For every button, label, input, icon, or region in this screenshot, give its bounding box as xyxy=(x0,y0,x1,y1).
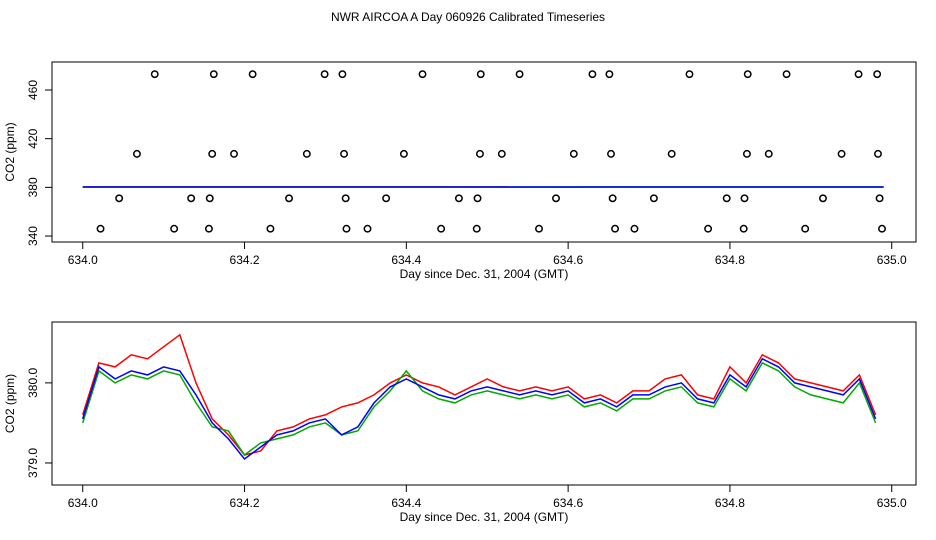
x-axis-label: Day since Dec. 31, 2004 (GMT) xyxy=(400,267,569,281)
point xyxy=(342,224,351,233)
point xyxy=(320,70,329,79)
point xyxy=(878,224,886,233)
x-tick-label: 634.2 xyxy=(230,253,260,267)
y-tick-label: 420 xyxy=(26,128,40,148)
point xyxy=(302,149,311,158)
point xyxy=(764,149,773,158)
y-tick-label: 380 xyxy=(26,177,40,197)
point xyxy=(382,194,391,203)
y-tick-label: 460 xyxy=(26,80,40,100)
point xyxy=(607,149,615,158)
point xyxy=(454,194,463,203)
point xyxy=(115,194,124,203)
point xyxy=(704,224,713,233)
point xyxy=(854,70,863,79)
point xyxy=(266,224,275,233)
point xyxy=(338,70,347,79)
point xyxy=(187,194,196,203)
point xyxy=(150,70,159,79)
point xyxy=(363,224,372,233)
point xyxy=(170,224,179,233)
point xyxy=(739,224,748,233)
figure-title: NWR AIRCOA A Day 060926 Calibrated Times… xyxy=(331,10,605,24)
point xyxy=(685,70,694,79)
point xyxy=(515,70,524,79)
point xyxy=(875,194,884,203)
x-tick-label: 634.4 xyxy=(391,253,421,267)
point xyxy=(132,149,141,158)
point xyxy=(204,224,213,233)
point xyxy=(874,149,882,158)
point xyxy=(472,224,481,233)
point xyxy=(873,70,882,79)
point xyxy=(742,149,751,158)
point xyxy=(740,194,749,203)
point xyxy=(667,149,676,158)
point xyxy=(230,149,238,158)
point xyxy=(209,70,218,79)
point xyxy=(437,224,446,233)
plot-frame xyxy=(51,61,917,243)
point xyxy=(476,149,484,158)
point xyxy=(837,149,846,158)
point xyxy=(743,70,752,79)
point xyxy=(608,194,617,203)
x-tick-label: 634.0 xyxy=(68,496,98,510)
x-tick-label: 634.2 xyxy=(230,496,260,510)
point xyxy=(473,194,482,203)
x-tick-label: 634.4 xyxy=(391,496,421,510)
x-tick-label: 634.8 xyxy=(715,496,745,510)
point xyxy=(801,224,810,233)
point xyxy=(722,194,731,203)
point xyxy=(340,149,348,158)
y-axis-label: CO2 (ppm) xyxy=(3,122,17,181)
x-tick-label: 634.0 xyxy=(68,253,98,267)
x-tick-label: 634.6 xyxy=(553,496,583,510)
point xyxy=(399,149,408,158)
plot-frame xyxy=(51,321,917,486)
point xyxy=(205,194,214,203)
x-axis-label: Day since Dec. 31, 2004 (GMT) xyxy=(400,510,569,524)
point xyxy=(552,194,560,203)
x-tick-label: 635.0 xyxy=(877,253,907,267)
point xyxy=(208,149,217,158)
series-line xyxy=(81,357,877,461)
point xyxy=(605,70,614,79)
y-tick-label: 380.0 xyxy=(26,368,40,398)
point xyxy=(248,70,257,79)
point xyxy=(418,70,427,79)
point xyxy=(535,224,543,233)
y-tick-label: 340 xyxy=(26,226,40,246)
point xyxy=(476,70,485,79)
point xyxy=(569,149,578,158)
series-line xyxy=(81,333,877,456)
y-tick-label: 379.0 xyxy=(26,448,40,478)
point xyxy=(819,194,827,203)
point xyxy=(497,149,506,158)
series-line xyxy=(81,361,877,457)
point xyxy=(96,224,105,233)
point xyxy=(649,194,658,203)
point xyxy=(611,224,620,233)
point xyxy=(285,194,293,203)
y-axis-label: CO2 (ppm) xyxy=(3,374,17,433)
point xyxy=(630,224,639,233)
point xyxy=(782,70,791,79)
point xyxy=(588,70,597,79)
x-tick-label: 634.8 xyxy=(715,253,745,267)
point xyxy=(341,194,350,203)
x-tick-label: 635.0 xyxy=(877,496,907,510)
x-tick-label: 634.6 xyxy=(553,253,583,267)
